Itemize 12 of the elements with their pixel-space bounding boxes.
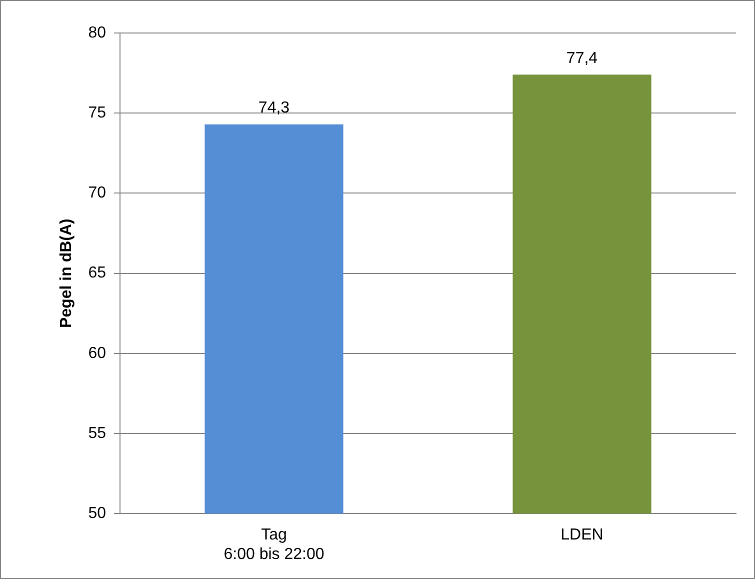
y-tick-label: 75 xyxy=(88,104,106,122)
y-tick-label: 80 xyxy=(88,24,106,42)
y-tick-label: 50 xyxy=(88,505,106,522)
x-tick-label: Tag 6:00 bis 22:00 xyxy=(224,526,324,563)
data-label: 74,3 xyxy=(258,100,290,117)
data-label: 77,4 xyxy=(566,50,598,68)
y-tick-label: 60 xyxy=(88,344,106,362)
x-tick-label: LDEN xyxy=(560,526,604,544)
y-tick-label: 65 xyxy=(88,264,106,282)
y-tick-label: 70 xyxy=(88,184,106,202)
y-tick-label: 55 xyxy=(88,424,106,442)
y-axis-title: Pegel in dB(A) xyxy=(58,218,76,328)
